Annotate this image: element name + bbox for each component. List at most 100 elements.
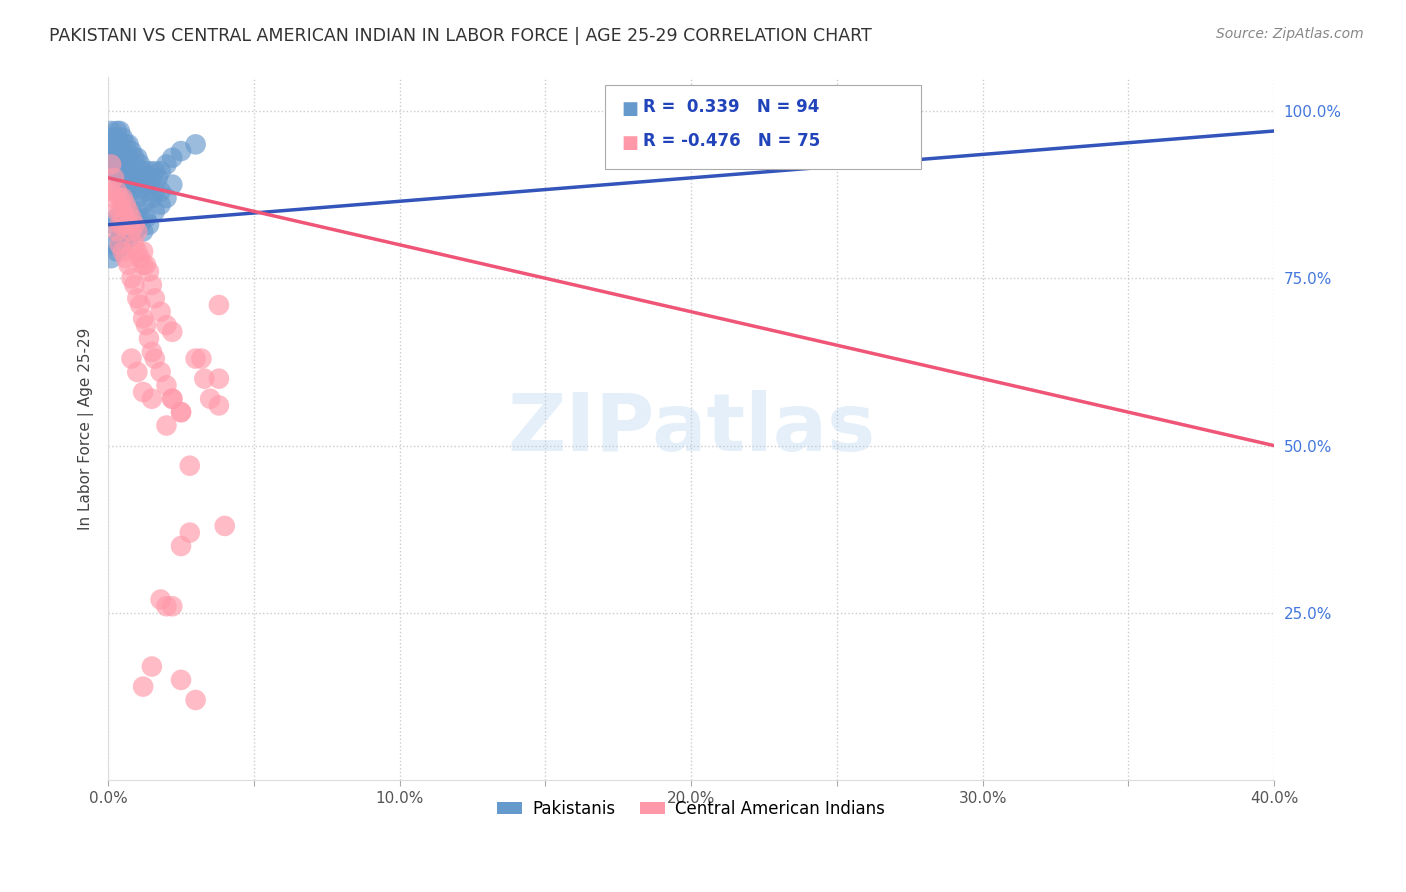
- Point: [111, 204, 134, 219]
- Point: [143, 164, 166, 178]
- Point: [105, 244, 128, 259]
- Point: [117, 231, 139, 245]
- Point: [127, 204, 149, 219]
- Point: [103, 191, 125, 205]
- Point: [103, 237, 125, 252]
- Point: [127, 178, 149, 192]
- Point: [108, 218, 131, 232]
- Point: [108, 231, 131, 245]
- Point: [127, 211, 149, 225]
- Point: [121, 224, 143, 238]
- Point: [114, 224, 136, 238]
- Point: [114, 178, 136, 192]
- Point: [100, 157, 122, 171]
- Point: [108, 191, 131, 205]
- Point: [162, 392, 184, 406]
- Point: [121, 351, 143, 366]
- Point: [155, 418, 177, 433]
- Point: [141, 277, 163, 292]
- Point: [208, 372, 231, 386]
- Point: [129, 170, 152, 185]
- Point: [132, 385, 155, 400]
- Point: [170, 405, 193, 419]
- Point: [111, 191, 134, 205]
- Point: [138, 331, 160, 345]
- Point: [170, 405, 193, 419]
- Point: [108, 124, 131, 138]
- Point: [114, 211, 136, 225]
- Point: [129, 298, 152, 312]
- Point: [149, 184, 172, 198]
- Point: [117, 137, 139, 152]
- Point: [129, 251, 152, 265]
- Point: [105, 137, 128, 152]
- Point: [143, 184, 166, 198]
- Point: [124, 211, 146, 225]
- Point: [170, 144, 193, 158]
- Point: [121, 218, 143, 232]
- Point: [121, 157, 143, 171]
- Point: [143, 204, 166, 219]
- Point: [103, 164, 125, 178]
- Point: [138, 218, 160, 232]
- Point: [114, 151, 136, 165]
- Point: [111, 218, 134, 232]
- Point: [103, 137, 125, 152]
- Point: [141, 392, 163, 406]
- Point: [124, 151, 146, 165]
- Point: [198, 392, 221, 406]
- Point: [114, 197, 136, 211]
- Point: [105, 211, 128, 225]
- Point: [117, 204, 139, 219]
- Text: ZIPatlas: ZIPatlas: [508, 390, 876, 468]
- Point: [214, 519, 236, 533]
- Point: [193, 372, 215, 386]
- Point: [132, 311, 155, 326]
- Point: [132, 164, 155, 178]
- Point: [121, 184, 143, 198]
- Point: [105, 224, 128, 238]
- Point: [127, 151, 149, 165]
- Point: [114, 211, 136, 225]
- Point: [127, 291, 149, 305]
- Point: [127, 191, 149, 205]
- Point: [114, 218, 136, 232]
- Point: [105, 204, 128, 219]
- Point: [124, 218, 146, 232]
- Point: [114, 137, 136, 152]
- Point: [132, 258, 155, 272]
- Point: [132, 224, 155, 238]
- Point: [121, 218, 143, 232]
- Point: [155, 599, 177, 614]
- Point: [121, 170, 143, 185]
- Point: [124, 164, 146, 178]
- Point: [129, 157, 152, 171]
- Point: [111, 237, 134, 252]
- Point: [117, 258, 139, 272]
- Point: [114, 164, 136, 178]
- Point: [100, 251, 122, 265]
- Point: [117, 164, 139, 178]
- Point: [127, 365, 149, 379]
- Point: [179, 525, 201, 540]
- Point: [117, 211, 139, 225]
- Point: [121, 271, 143, 285]
- Point: [135, 318, 157, 332]
- Point: [111, 204, 134, 219]
- Point: [105, 124, 128, 138]
- Point: [155, 191, 177, 205]
- Point: [141, 659, 163, 673]
- Point: [111, 191, 134, 205]
- Point: [111, 157, 134, 171]
- Point: [127, 224, 149, 238]
- Point: [135, 170, 157, 185]
- Point: [121, 224, 143, 238]
- Point: [162, 178, 184, 192]
- Point: [184, 693, 207, 707]
- Point: [105, 164, 128, 178]
- Point: [135, 184, 157, 198]
- Point: [111, 130, 134, 145]
- Point: [162, 151, 184, 165]
- Point: [124, 178, 146, 192]
- Text: PAKISTANI VS CENTRAL AMERICAN INDIAN IN LABOR FORCE | AGE 25-29 CORRELATION CHAR: PAKISTANI VS CENTRAL AMERICAN INDIAN IN …: [49, 27, 872, 45]
